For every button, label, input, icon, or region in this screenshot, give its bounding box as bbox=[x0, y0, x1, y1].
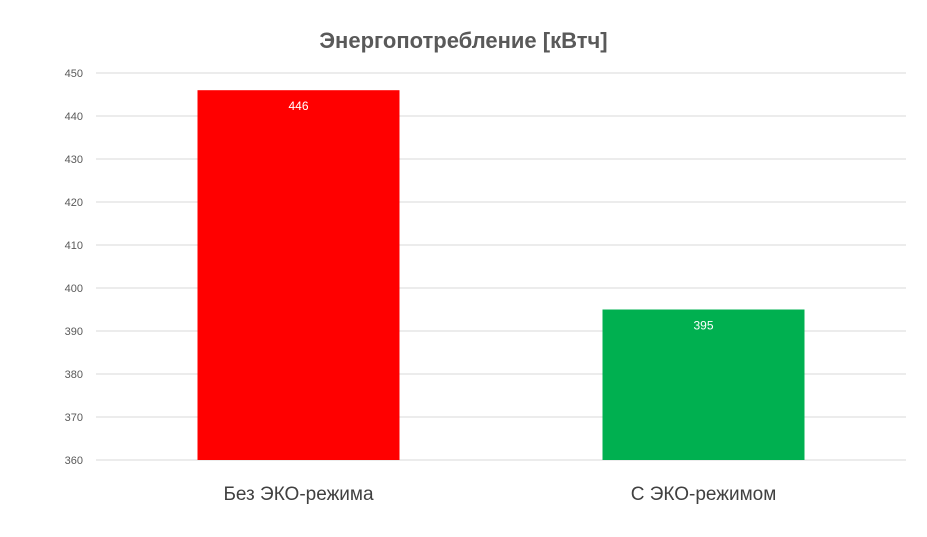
y-tick-label: 430 bbox=[65, 154, 83, 166]
chart-title: Энергопотребление [кВтч] bbox=[319, 28, 608, 53]
x-category-label: С ЭКО-режимом bbox=[631, 484, 777, 505]
data-label: 446 bbox=[288, 99, 308, 113]
y-tick-label: 390 bbox=[65, 326, 83, 338]
bar bbox=[602, 309, 805, 460]
data-label: 395 bbox=[693, 319, 713, 333]
y-tick-label: 360 bbox=[65, 455, 83, 467]
y-tick-label: 380 bbox=[65, 369, 83, 381]
bar bbox=[197, 90, 400, 460]
y-tick-label: 400 bbox=[65, 283, 83, 295]
y-tick-label: 420 bbox=[65, 197, 83, 209]
x-category-label: Без ЭКО-режима bbox=[223, 484, 374, 505]
y-tick-label: 440 bbox=[65, 111, 83, 123]
y-tick-label: 450 bbox=[65, 68, 83, 80]
y-tick-label: 370 bbox=[65, 412, 83, 424]
y-tick-label: 410 bbox=[65, 240, 83, 252]
